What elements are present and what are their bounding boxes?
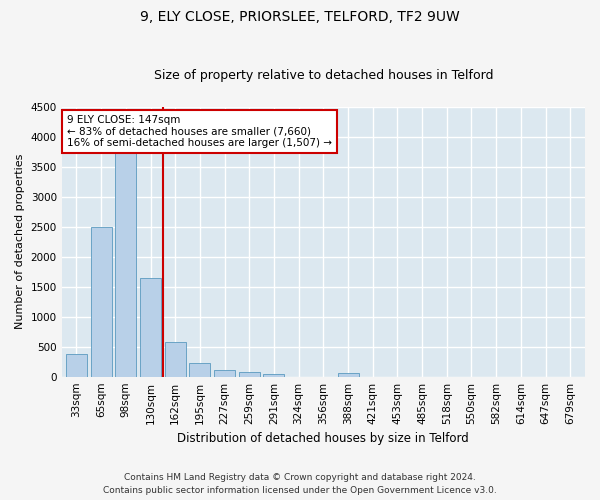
Bar — [66, 354, 87, 376]
X-axis label: Distribution of detached houses by size in Telford: Distribution of detached houses by size … — [178, 432, 469, 445]
Text: 9 ELY CLOSE: 147sqm
← 83% of detached houses are smaller (7,660)
16% of semi-det: 9 ELY CLOSE: 147sqm ← 83% of detached ho… — [67, 115, 332, 148]
Bar — [91, 226, 112, 376]
Bar — [165, 342, 186, 376]
Bar — [239, 372, 260, 376]
Bar — [214, 370, 235, 376]
Bar — [338, 374, 359, 376]
Bar — [190, 363, 211, 376]
Text: Contains HM Land Registry data © Crown copyright and database right 2024.
Contai: Contains HM Land Registry data © Crown c… — [103, 474, 497, 495]
Text: 9, ELY CLOSE, PRIORSLEE, TELFORD, TF2 9UW: 9, ELY CLOSE, PRIORSLEE, TELFORD, TF2 9U… — [140, 10, 460, 24]
Bar — [140, 278, 161, 376]
Y-axis label: Number of detached properties: Number of detached properties — [15, 154, 25, 330]
Bar — [115, 152, 136, 376]
Bar — [263, 374, 284, 376]
Title: Size of property relative to detached houses in Telford: Size of property relative to detached ho… — [154, 69, 493, 82]
